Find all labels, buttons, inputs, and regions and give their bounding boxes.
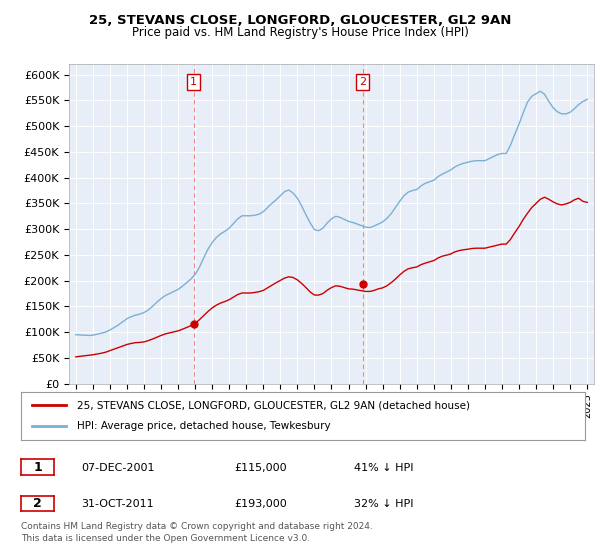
Text: 1: 1	[190, 77, 197, 87]
Text: Contains HM Land Registry data © Crown copyright and database right 2024.: Contains HM Land Registry data © Crown c…	[21, 522, 373, 531]
Text: Price paid vs. HM Land Registry's House Price Index (HPI): Price paid vs. HM Land Registry's House …	[131, 26, 469, 39]
Text: £193,000: £193,000	[234, 499, 287, 509]
Text: 25, STEVANS CLOSE, LONGFORD, GLOUCESTER, GL2 9AN (detached house): 25, STEVANS CLOSE, LONGFORD, GLOUCESTER,…	[77, 400, 470, 410]
Text: 41% ↓ HPI: 41% ↓ HPI	[354, 463, 413, 473]
Text: 07-DEC-2001: 07-DEC-2001	[81, 463, 155, 473]
Text: 32% ↓ HPI: 32% ↓ HPI	[354, 499, 413, 509]
Text: HPI: Average price, detached house, Tewkesbury: HPI: Average price, detached house, Tewk…	[77, 421, 331, 431]
Text: £115,000: £115,000	[234, 463, 287, 473]
Text: 1: 1	[33, 460, 42, 474]
Text: This data is licensed under the Open Government Licence v3.0.: This data is licensed under the Open Gov…	[21, 534, 310, 543]
Text: 2: 2	[359, 77, 366, 87]
Text: 25, STEVANS CLOSE, LONGFORD, GLOUCESTER, GL2 9AN: 25, STEVANS CLOSE, LONGFORD, GLOUCESTER,…	[89, 14, 511, 27]
Text: 2: 2	[33, 497, 42, 510]
Text: 31-OCT-2011: 31-OCT-2011	[81, 499, 154, 509]
